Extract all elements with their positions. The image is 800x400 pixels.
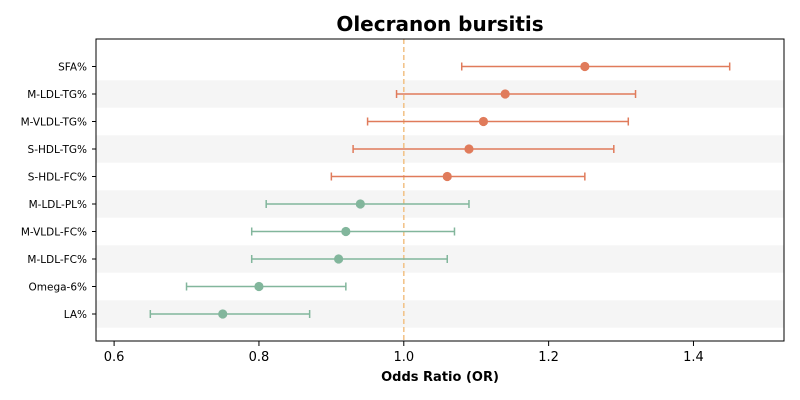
- forest-row-s-hdl-tg: [352, 144, 615, 154]
- y-tick-label: M-VLDL-TG%: [21, 117, 87, 129]
- or-point: [218, 309, 228, 319]
- x-tick-label: 0.8: [249, 350, 270, 365]
- forest-row-m-vldl-tg: [366, 116, 630, 127]
- x-axis-label: Odds Ratio (OR): [381, 370, 499, 385]
- forest-row-m-ldl-fc: [250, 254, 448, 264]
- y-tick-label: M-VLDL-FC%: [21, 227, 87, 239]
- or-point: [355, 199, 365, 209]
- or-point: [580, 61, 590, 72]
- y-tick-label: SFA%: [58, 62, 87, 74]
- forest-row-s-hdl-fc: [330, 171, 586, 182]
- x-tick-label: 1.0: [393, 350, 414, 365]
- forest-row-la: [149, 309, 311, 319]
- forest-row-omega-6: [185, 281, 347, 292]
- y-tick-label: Omega-6%: [29, 282, 88, 294]
- y-tick-label: S-HDL-TG%: [28, 144, 87, 156]
- forest-row-sfa: [460, 61, 731, 72]
- y-tick-label: LA%: [64, 309, 87, 321]
- x-tick-label: 0.6: [104, 350, 125, 365]
- or-point: [254, 281, 264, 292]
- or-point: [478, 116, 489, 127]
- y-axis: SFA% M-LDL-TG% M-VLDL-TG% S-HDL-TG% S-HDL-FC…: [21, 62, 96, 321]
- x-axis: 0.6 0.8 1.0 1.2 1.4: [104, 341, 704, 365]
- plot-frame: [95, 38, 785, 342]
- marks-layer: [149, 61, 731, 319]
- or-point: [442, 171, 452, 182]
- or-point: [500, 89, 510, 99]
- or-point: [334, 254, 344, 264]
- forest-row-m-ldl-tg: [395, 89, 637, 99]
- forest-row-m-vldl-fc: [250, 226, 456, 237]
- y-tick-label: M-LDL-FC%: [27, 254, 87, 266]
- y-tick-label: M-LDL-PL%: [29, 199, 87, 211]
- or-point: [341, 226, 351, 237]
- y-tick-label: S-HDL-FC%: [28, 172, 87, 184]
- y-tick-label: M-LDL-TG%: [27, 89, 87, 101]
- x-tick-label: 1.2: [538, 350, 559, 365]
- or-point: [464, 144, 474, 154]
- forest-row-m-ldl-pl: [265, 199, 470, 209]
- x-tick-label: 1.4: [683, 350, 704, 365]
- chart-title: Olecranon bursitis: [336, 12, 543, 36]
